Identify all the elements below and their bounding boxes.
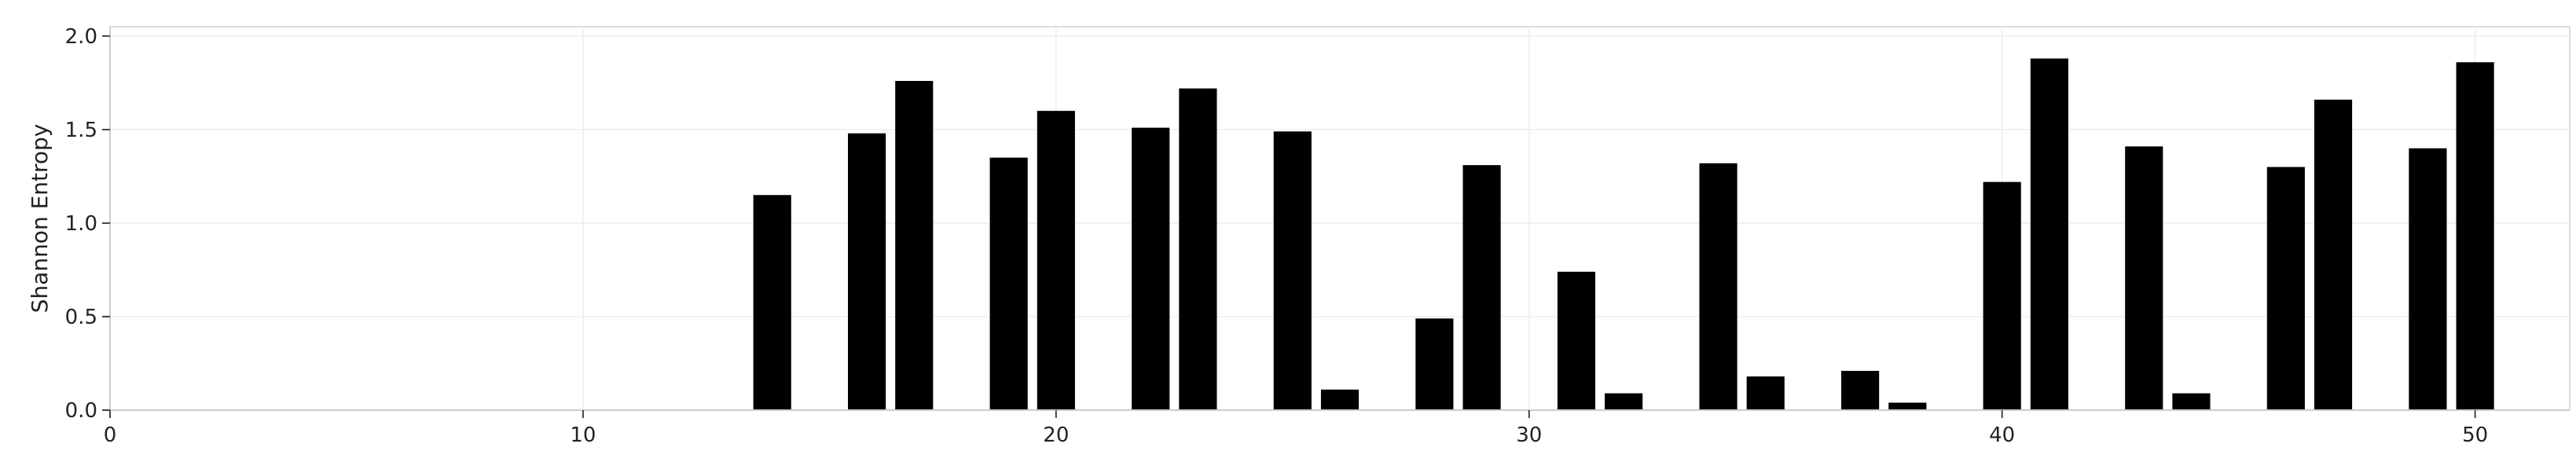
bar <box>1605 393 1643 410</box>
bar <box>2314 99 2353 411</box>
y-tick-label: 0.0 <box>65 399 97 423</box>
bar <box>1320 389 1360 410</box>
bar <box>1746 376 1785 410</box>
bar <box>1273 131 1312 410</box>
bar <box>2030 58 2068 410</box>
bar <box>895 81 934 410</box>
y-axis: 0.0 0.5 1.0 1.5 2.0 <box>65 25 111 423</box>
y-tick-label: 2.0 <box>65 25 97 49</box>
y-tick-label: 1.0 <box>65 212 97 236</box>
x-tick-label: 30 <box>1516 424 1542 447</box>
x-tick-label: 50 <box>2462 424 2488 447</box>
bar <box>1037 111 1075 410</box>
plot-area <box>109 26 2570 411</box>
bar <box>2125 146 2163 410</box>
bar <box>2172 393 2211 410</box>
bar <box>1132 127 1170 411</box>
bar <box>989 157 1028 410</box>
bar <box>2409 148 2447 411</box>
x-tick-label: 20 <box>1043 424 1069 447</box>
bar <box>2266 167 2305 410</box>
bar <box>848 133 886 410</box>
x-tick-label: 10 <box>570 424 596 447</box>
bar <box>1557 271 1596 410</box>
bar <box>1462 165 1501 410</box>
bar <box>2456 62 2494 410</box>
bar <box>1983 182 2021 410</box>
y-axis-label: Shannon Entropy <box>27 124 53 314</box>
x-tick-label: 0 <box>104 424 117 447</box>
y-tick-label: 0.5 <box>65 306 97 329</box>
bar <box>1415 318 1454 410</box>
bar <box>1888 402 1927 410</box>
x-axis: 0 10 20 30 40 50 <box>104 409 2570 447</box>
bars <box>753 58 2494 411</box>
bar <box>753 195 791 410</box>
bar <box>1179 88 1217 411</box>
y-tick-label: 1.5 <box>65 119 97 142</box>
bar <box>1699 163 1738 410</box>
x-tick-label: 40 <box>1989 424 2015 447</box>
bar <box>1841 371 1880 410</box>
